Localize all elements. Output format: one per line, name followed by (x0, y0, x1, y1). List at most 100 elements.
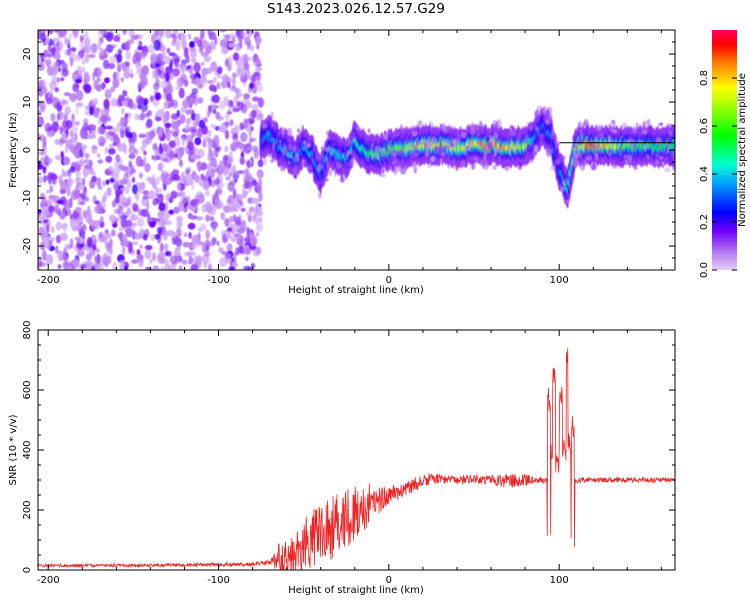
noise-blob (176, 147, 184, 152)
noise-blob (202, 139, 207, 148)
ridge-halo (556, 150, 559, 159)
noise-blob (61, 132, 67, 140)
noise-blob (91, 149, 99, 155)
noise-blob (205, 229, 210, 240)
ridge-halo (509, 125, 514, 129)
ridge-halo (429, 121, 434, 125)
ridge-halo (613, 122, 616, 127)
noise-blob (176, 246, 180, 256)
noise-blob (103, 98, 110, 110)
ridge-halo (669, 130, 673, 137)
noise-blob (206, 110, 211, 118)
ridge-halo (349, 158, 352, 166)
noise-blob (182, 241, 191, 248)
ridge-halo (325, 130, 330, 136)
noise-blob (190, 199, 197, 207)
noise-blob (233, 251, 237, 262)
snr-y-ticks: 0 200 400 600 800 (22, 320, 675, 573)
ridge-halo (506, 136, 510, 142)
noise-blob (156, 176, 160, 186)
noise-blob (152, 155, 157, 162)
noise-blob (120, 217, 127, 228)
noise-blob (137, 97, 145, 105)
ridge-halo (319, 153, 324, 162)
noise-blob (186, 175, 192, 186)
ridge-halo (400, 124, 403, 133)
ridge-halo (585, 148, 590, 153)
noise-blob (40, 105, 46, 113)
ridge-halo (660, 122, 663, 126)
ridge-halo (479, 120, 483, 129)
ridge-halo (380, 173, 387, 178)
ridge-halo (536, 126, 539, 133)
ridge-halo (596, 124, 602, 132)
ridge-halo (550, 164, 556, 172)
noise-blob (44, 209, 50, 218)
noise-blob (157, 211, 165, 218)
noise-blob (97, 30, 105, 37)
noise-blob (195, 147, 200, 156)
noise-blob (128, 132, 134, 139)
noise-blob (128, 164, 135, 175)
noise-blob (140, 181, 146, 191)
noise-blob (122, 30, 127, 36)
ridge-halo (471, 161, 475, 170)
noise-blob (231, 262, 239, 268)
noise-blob (224, 121, 230, 127)
noise-blob (193, 62, 201, 73)
ridge-halo (370, 145, 373, 153)
noise-blob (211, 237, 216, 246)
noise-blob (74, 133, 78, 141)
noise-blob (196, 39, 202, 48)
ridge-halo (655, 159, 660, 165)
noise-blob (64, 243, 69, 253)
noise-blob (231, 76, 236, 87)
noise-blob (255, 246, 262, 256)
noise-blob (200, 76, 208, 85)
noise-blob (93, 220, 102, 226)
noise-blob (86, 134, 94, 140)
colorbar-tick-label: 0.0 (699, 262, 710, 278)
ridge-halo (400, 167, 404, 175)
noise-blob (46, 97, 53, 105)
noise-blob (232, 104, 237, 113)
noise-blob (152, 265, 160, 270)
noise-blob (227, 63, 232, 72)
noise-blob (71, 112, 75, 124)
noise-blob (222, 167, 229, 176)
ridge-halo (279, 143, 286, 149)
noise-blob (179, 159, 183, 168)
ridge-halo (413, 126, 417, 134)
ridge-halo (476, 133, 480, 138)
ridge-halo (385, 147, 389, 154)
noise-blob (214, 126, 221, 131)
noise-blob (179, 114, 186, 124)
noise-blob (133, 34, 140, 39)
noise-blob (55, 234, 62, 244)
noise-blob (84, 196, 90, 202)
noise-blob (107, 62, 116, 70)
ridge-halo (262, 121, 265, 130)
ridge-halo (666, 149, 670, 154)
noise-blob (192, 120, 200, 127)
noise-blob (159, 174, 168, 181)
noise-blob (178, 265, 183, 270)
ridge-halo (380, 155, 386, 161)
noise-blob (254, 187, 259, 193)
noise-blob (191, 243, 199, 250)
noise-blob (106, 44, 114, 53)
noise-blob (125, 61, 130, 67)
noise-blob (256, 169, 264, 179)
noise-blob (98, 231, 105, 243)
noise-blob (97, 153, 101, 158)
ridge-halo (287, 160, 291, 165)
noise-blob (253, 71, 260, 77)
ridge-halo (270, 134, 275, 139)
ridge-halo (576, 127, 579, 133)
noise-blob (56, 156, 62, 161)
noise-blob (176, 215, 183, 222)
ridge-halo (443, 145, 449, 150)
noise-blob (190, 215, 198, 220)
noise-blob (38, 261, 41, 270)
